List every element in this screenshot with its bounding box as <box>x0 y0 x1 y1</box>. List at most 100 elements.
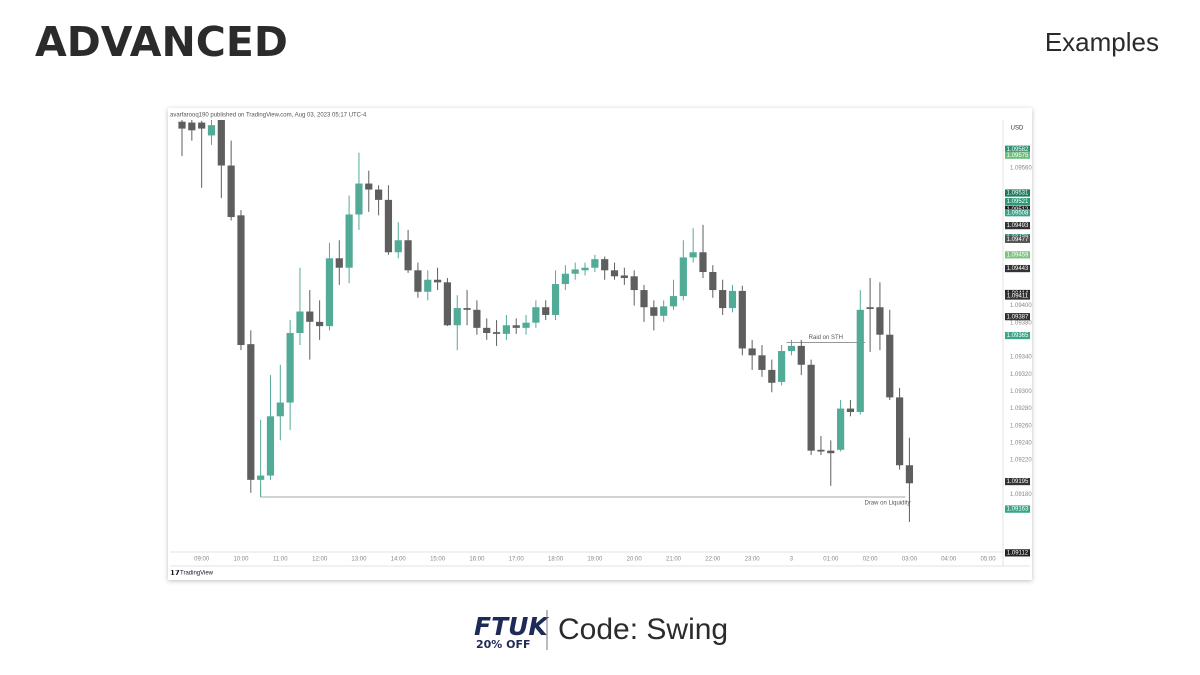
y-tick-label: 1.09280 <box>1010 406 1032 412</box>
y-tick-label: 1.09180 <box>1010 492 1032 498</box>
candle-body <box>895 397 904 466</box>
price-badge <box>1005 331 1030 340</box>
candle-body <box>728 290 737 309</box>
chart-source: avarfarooq190 published on TradingView.c… <box>170 113 367 119</box>
candle-body <box>375 189 383 200</box>
slide-title: ADVANCED <box>35 18 288 66</box>
y-tick-label: 1.09220 <box>1010 458 1032 464</box>
price-badge-label: 1.09508 <box>1007 210 1029 216</box>
candle-body <box>660 306 668 316</box>
candle-body <box>620 275 628 279</box>
price-badge <box>1005 197 1030 206</box>
candle-body <box>542 307 550 315</box>
candle-body <box>188 122 196 131</box>
x-tick-label: 09:00 <box>194 557 210 563</box>
price-badge <box>1005 264 1030 273</box>
x-tick-label: 04:00 <box>941 557 957 563</box>
candle-body <box>207 125 216 136</box>
price-badge <box>1005 505 1030 513</box>
candle-body <box>443 282 452 326</box>
candle-body <box>817 449 825 452</box>
price-badge-label: 1.09163 <box>1007 507 1029 513</box>
candle-body <box>561 273 569 285</box>
candle-body <box>866 307 874 309</box>
price-badge-label: 1.09365 <box>1007 333 1029 339</box>
price-badge <box>1005 292 1030 300</box>
candle-body <box>384 199 393 253</box>
candle-body <box>473 309 481 328</box>
candle-body <box>827 450 835 454</box>
candle-body <box>699 252 707 273</box>
candle-body <box>522 322 530 328</box>
candle-body <box>365 183 373 190</box>
candle-body <box>483 327 491 333</box>
x-tick-label: 19:00 <box>587 557 603 563</box>
candle-body <box>797 345 805 365</box>
candle-body <box>276 402 284 417</box>
slide-subtitle: Examples <box>1045 27 1159 57</box>
x-tick-label: 03:00 <box>902 557 918 563</box>
chart-frame <box>168 108 1032 580</box>
x-tick-label: 15:00 <box>430 557 446 563</box>
candle-body <box>905 465 914 484</box>
y-tick-label: 1.09400 <box>1010 303 1032 309</box>
price-badge <box>1005 145 1030 153</box>
y-tick-label: 1.09240 <box>1010 441 1032 447</box>
price-badge <box>1005 209 1030 217</box>
tv-logo: TradingView <box>180 571 214 577</box>
candle-body <box>424 279 432 292</box>
x-tick-label: 23:00 <box>745 557 761 563</box>
candle-body <box>778 351 786 382</box>
candle-body <box>296 311 304 333</box>
y-tick-label: 1.09300 <box>1010 389 1032 395</box>
x-tick-label: 17:00 <box>509 557 525 563</box>
x-tick-label: 16:00 <box>469 557 485 563</box>
candle-body <box>807 364 815 451</box>
y-tick-label: 1.09260 <box>1010 423 1032 429</box>
promo-code: Code: Swing <box>558 613 728 646</box>
y-tick-label: 1.09340 <box>1010 355 1032 361</box>
price-badge <box>1005 151 1030 159</box>
x-tick-label: 21:00 <box>666 557 682 563</box>
candle-body <box>266 416 275 476</box>
candle-body <box>758 355 766 370</box>
candle-body <box>601 259 609 271</box>
candle-body <box>433 279 442 283</box>
candle-body <box>591 259 599 268</box>
candle-body <box>876 307 884 335</box>
candle-body <box>502 325 510 334</box>
y-tick-label: 1.09380 <box>1010 320 1032 326</box>
candle-body <box>650 307 658 316</box>
candle-body <box>768 369 776 383</box>
candle-body <box>198 122 206 129</box>
candle-body <box>856 309 864 413</box>
x-tick-label: 11:00 <box>273 557 288 563</box>
price-badge-label: 1.09387 <box>1007 314 1029 320</box>
candle-body <box>738 290 746 349</box>
candle-body <box>512 325 520 328</box>
price-badge <box>1005 549 1030 557</box>
price-badge-label: 1.09411 <box>1007 294 1029 300</box>
candle-body <box>247 344 255 480</box>
x-tick-label: 20:00 <box>627 557 643 563</box>
candle-body <box>532 307 540 323</box>
price-badge <box>1005 222 1030 230</box>
price-badge-label: 1.09575 <box>1007 153 1029 159</box>
candle-body <box>787 345 796 352</box>
candle-body <box>335 258 343 268</box>
x-tick-label: 14:00 <box>391 557 407 563</box>
y-tick-label: 1.09320 <box>1010 372 1032 378</box>
candle-body <box>669 296 678 307</box>
candle-body <box>453 308 461 326</box>
x-tick-label: 22:00 <box>705 557 721 563</box>
candle-body <box>748 348 756 356</box>
brand-offer: 20% OFF <box>476 638 531 651</box>
price-badge <box>1005 189 1030 197</box>
price-badge-label: 1.09112 <box>1007 550 1029 556</box>
price-badge-label: 1.09531 <box>1007 191 1029 197</box>
currency: USD <box>1011 126 1024 132</box>
candle-body <box>345 214 353 268</box>
candle-body <box>217 120 225 166</box>
